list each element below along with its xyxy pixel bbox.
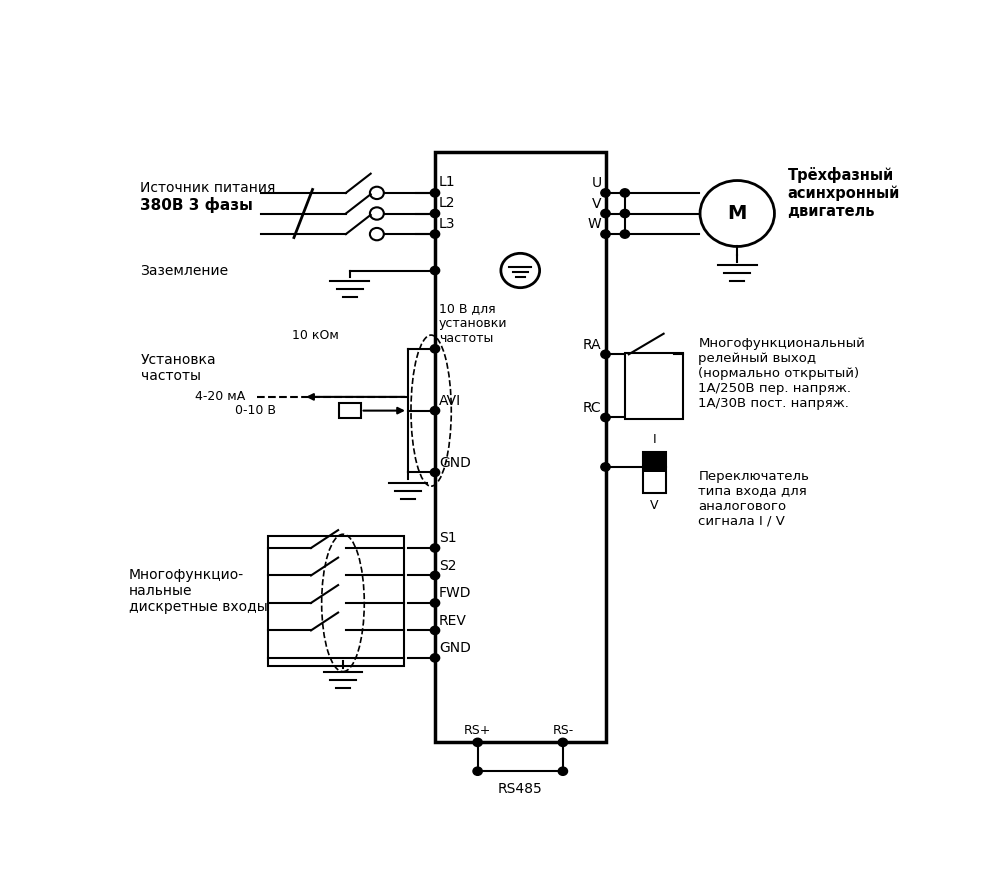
Circle shape [558,767,568,775]
Circle shape [430,572,440,580]
Circle shape [601,210,610,218]
Circle shape [620,230,630,238]
Text: RS485: RS485 [498,781,543,796]
Text: 4-20 мА: 4-20 мА [195,391,245,403]
Bar [268,535,404,666]
Text: RS+: RS+ [464,724,491,737]
Circle shape [601,413,610,422]
Text: L2: L2 [439,196,455,211]
Circle shape [620,189,630,197]
Circle shape [430,267,440,275]
Circle shape [430,626,440,634]
Text: S2: S2 [439,558,456,573]
Text: 10 В для
установки
частоты: 10 В для установки частоты [439,302,507,345]
Text: Трёхфазный
асинхронный
двигатель: Трёхфазный асинхронный двигатель [788,167,900,219]
Text: V: V [650,499,659,512]
Text: RC: RC [583,401,602,415]
Text: Многофункцио-
нальные
дискретные входы: Многофункцио- нальные дискретные входы [129,568,268,615]
Bar [339,403,361,418]
Circle shape [601,230,610,238]
Text: GND: GND [439,641,471,655]
Text: V: V [592,197,602,211]
Text: 0-10 В: 0-10 В [235,404,276,417]
Circle shape [620,210,630,218]
Text: RS-: RS- [552,724,574,737]
Circle shape [430,230,440,238]
Circle shape [473,767,482,775]
Circle shape [601,189,610,197]
Text: GND: GND [439,456,471,470]
Text: Источник питания: Источник питания [140,181,276,195]
Text: 380В 3 фазы: 380В 3 фазы [140,196,253,212]
Text: I: I [653,433,656,446]
Text: Многофункциональный
релейный выход
(нормально открытый)
1А/250В пер. напряж.
1А/: Многофункциональный релейный выход (норм… [698,337,865,410]
Text: FWD: FWD [439,586,471,600]
Bar [643,452,666,493]
Text: U: U [592,176,602,190]
Circle shape [430,189,440,197]
Circle shape [430,407,440,415]
Circle shape [430,468,440,476]
Text: L1: L1 [439,176,456,189]
Bar [435,152,606,742]
Text: AVI: AVI [439,394,461,408]
Bar [625,353,683,419]
Circle shape [430,344,440,353]
Text: Заземление: Заземление [140,263,229,277]
Text: S1: S1 [439,532,456,545]
Text: 10 кОм: 10 кОм [292,328,338,342]
Circle shape [601,463,610,471]
Circle shape [558,739,568,747]
Circle shape [430,599,440,607]
Text: L3: L3 [439,217,455,231]
Text: Установка
частоты: Установка частоты [140,353,216,384]
Text: RA: RA [583,337,602,351]
Text: Переключатель
типа входа для
аналогового
сигнала I / V: Переключатель типа входа для аналогового… [698,469,809,527]
Text: W: W [588,218,602,231]
Bar [643,453,666,473]
Text: M: M [728,204,747,223]
Circle shape [430,544,440,552]
Circle shape [473,739,482,747]
Circle shape [430,654,440,662]
Circle shape [601,351,610,359]
Text: REV: REV [439,614,467,628]
Circle shape [430,210,440,218]
